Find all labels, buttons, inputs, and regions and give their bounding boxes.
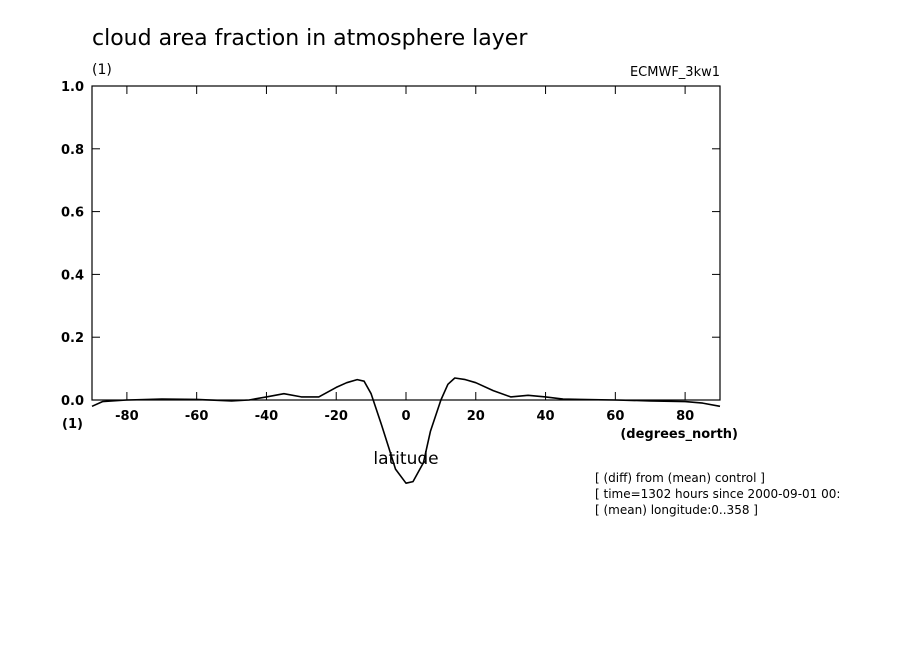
x-tick-label: -20 xyxy=(324,409,348,424)
plot-frame xyxy=(91,85,721,401)
x-tick-label: 40 xyxy=(537,409,555,424)
data-line xyxy=(91,377,721,484)
y-tick-label: 1.0 xyxy=(61,80,84,95)
x-axis-unit: (degrees_north) xyxy=(620,427,738,442)
y-tick-label: 0.0 xyxy=(61,394,84,409)
x-tick-label: -60 xyxy=(185,409,209,424)
y-tick-label: 0.4 xyxy=(61,268,84,283)
x-unit: (1) xyxy=(62,417,83,432)
x-tick-label: 20 xyxy=(467,409,485,424)
chart-title: cloud area fraction in atmosphere layer xyxy=(92,26,528,51)
y-tick-label: 0.6 xyxy=(61,206,84,221)
y-tick-label: 0.2 xyxy=(61,331,84,346)
note: [ (diff) from (mean) control ] xyxy=(595,471,765,485)
y-tick-label: 0.8 xyxy=(61,143,84,158)
x-tick-label: 60 xyxy=(606,409,624,424)
x-tick-label: 0 xyxy=(401,409,410,424)
x-tick-label: -80 xyxy=(115,409,139,424)
y-unit: (1) xyxy=(92,62,112,78)
dataset-label: ECMWF_3kw1 xyxy=(630,65,720,80)
x-tick-label: 80 xyxy=(676,409,694,424)
x-axis-label: latitude xyxy=(373,449,438,469)
x-tick-label: -40 xyxy=(255,409,279,424)
note: [ time=1302 hours since 2000-09-01 00: xyxy=(595,487,840,501)
note: [ (mean) longitude:0..358 ] xyxy=(595,503,758,517)
